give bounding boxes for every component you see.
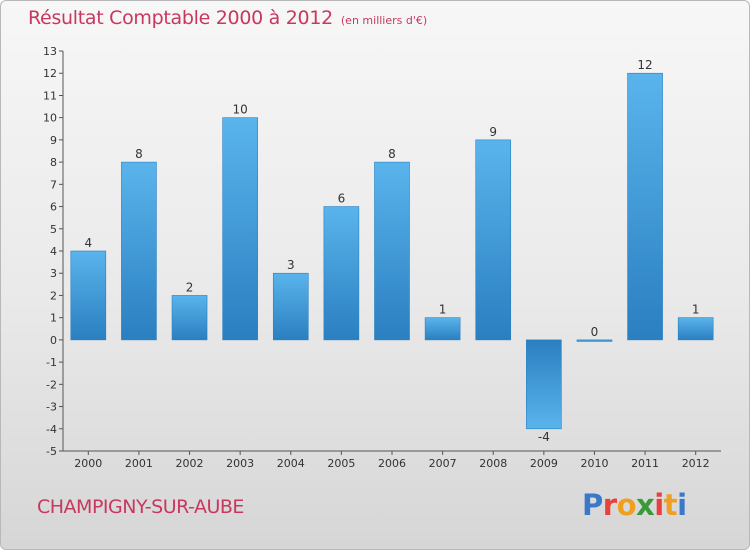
x-tick-label: 2004 <box>277 457 305 470</box>
bar-value-label: 0 <box>591 325 599 339</box>
bar <box>121 161 157 341</box>
y-tick-label: 8 <box>50 156 57 169</box>
y-tick-label: 13 <box>43 45 57 58</box>
bar <box>374 161 410 341</box>
chart-title-text: Résultat Comptable 2000 à 2012 <box>28 7 333 29</box>
x-tick-label: 2001 <box>125 457 153 470</box>
logo-letter: i <box>677 488 687 522</box>
bar <box>677 317 714 341</box>
y-tick-label: 3 <box>50 267 57 280</box>
logo-letter: o <box>616 488 637 522</box>
bar <box>424 317 461 341</box>
y-tick-label: 4 <box>50 245 57 258</box>
bar <box>475 139 512 341</box>
bar-value-label: 2 <box>186 280 194 294</box>
bar <box>171 295 208 341</box>
bar-value-label: 1 <box>692 303 700 317</box>
bar-value-label: 9 <box>489 125 497 139</box>
bar-value-label: 8 <box>135 147 143 161</box>
y-tick-label: 0 <box>50 334 57 347</box>
y-tick-label: 7 <box>50 178 57 191</box>
y-tick-label: 2 <box>50 289 57 302</box>
logo-letter: P <box>582 488 603 522</box>
x-tick-label: 2009 <box>530 457 558 470</box>
x-tick-label: 2003 <box>226 457 254 470</box>
bar <box>627 72 663 341</box>
y-tick-label: 11 <box>43 89 57 102</box>
x-tick-label: 2000 <box>74 457 102 470</box>
logo-letter: r <box>602 488 617 522</box>
y-tick-label: -2 <box>46 378 57 391</box>
y-tick-label: -4 <box>46 423 57 436</box>
x-tick-label: 2006 <box>378 457 406 470</box>
x-tick-label: 2008 <box>479 457 507 470</box>
y-tick-label: -3 <box>46 401 57 414</box>
y-tick-label: 1 <box>50 312 57 325</box>
bar <box>222 117 258 341</box>
x-tick-label: 2007 <box>429 457 457 470</box>
commune-name: CHAMPIGNY-SUR-AUBE <box>37 496 244 518</box>
bar-value-label: 10 <box>233 103 248 117</box>
bar-value-label: 12 <box>637 58 652 72</box>
x-tick-label: 2012 <box>682 457 710 470</box>
bar-value-label: 1 <box>439 303 447 317</box>
proxiti-logo: Proxiti <box>582 488 687 522</box>
y-tick-label: 12 <box>43 67 57 80</box>
bar <box>323 206 360 341</box>
bar-value-label: 3 <box>287 258 295 272</box>
logo-letter: t <box>663 488 678 522</box>
bar <box>526 339 562 430</box>
x-tick-label: 2005 <box>327 457 355 470</box>
y-tick-label: -1 <box>46 356 57 369</box>
logo-letter: x <box>636 488 655 522</box>
x-tick-label: 2011 <box>631 457 659 470</box>
logo-letter: i <box>654 488 664 522</box>
chart-title: Résultat Comptable 2000 à 2012 (en millie… <box>28 7 427 29</box>
bar <box>272 272 309 341</box>
x-tick-label: 2002 <box>176 457 204 470</box>
y-tick-label: 10 <box>43 112 57 125</box>
bar <box>70 250 107 341</box>
bar-value-label: 4 <box>84 236 92 250</box>
y-tick-label: 9 <box>50 134 57 147</box>
bar-value-label: 6 <box>338 192 346 206</box>
bar-value-label: -4 <box>538 430 550 444</box>
y-tick-label: -5 <box>46 445 57 458</box>
bar-value-label: 8 <box>388 147 396 161</box>
y-tick-label: 6 <box>50 201 57 214</box>
chart-unit-label: (en milliers d'€) <box>340 14 428 27</box>
bar <box>576 339 613 342</box>
y-tick-label: 5 <box>50 223 57 236</box>
x-tick-label: 2010 <box>580 457 608 470</box>
